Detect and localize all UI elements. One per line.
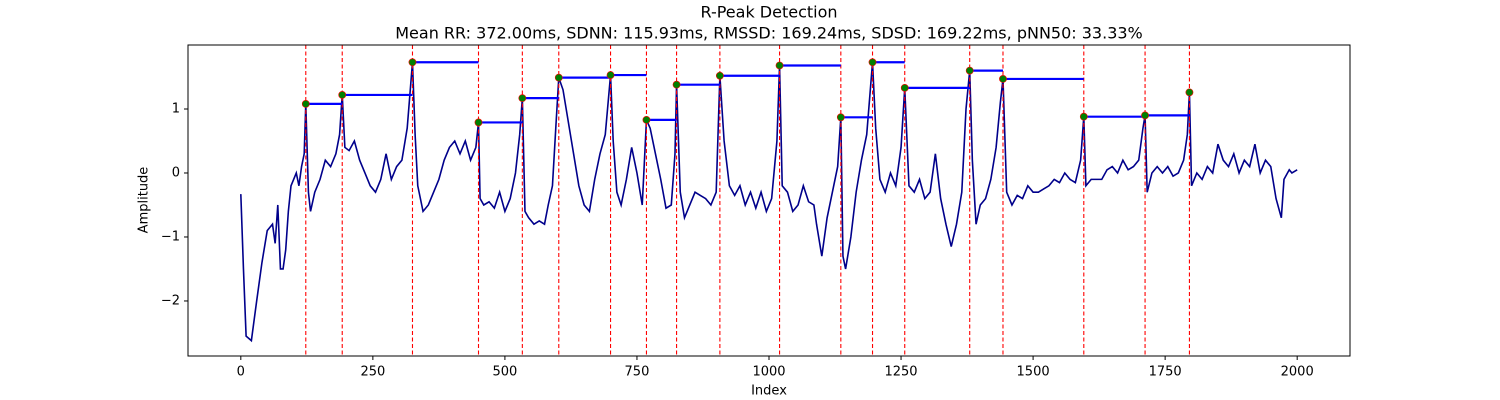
peak-dot	[1185, 88, 1194, 97]
peak-dot	[408, 58, 417, 67]
signal-line	[240, 62, 1298, 343]
peak-dot	[836, 113, 845, 122]
x-tick-label: 0	[237, 365, 245, 380]
y-tick-label: −1	[161, 229, 180, 244]
plot-frame	[187, 44, 1351, 357]
x-tick-label: 1500	[1017, 365, 1050, 380]
peak-dot	[965, 66, 974, 75]
peak-dot	[474, 118, 483, 127]
y-tick-label: 1	[172, 101, 180, 116]
peak-dot	[518, 94, 527, 103]
peak-dot	[868, 58, 877, 67]
peak-dot	[642, 115, 651, 124]
peak-dot	[715, 71, 724, 80]
peak-dot	[338, 91, 347, 99]
peak-dot	[672, 80, 681, 89]
x-tick-label: 1250	[884, 365, 917, 380]
x-tick-label: 2000	[1281, 365, 1314, 380]
y-axis-label: Amplitude	[137, 167, 152, 234]
chart-subtitle: Mean RR: 372.00ms, SDNN: 115.93ms, RMSSD…	[395, 24, 1143, 43]
x-tick-label: 1750	[1149, 365, 1182, 380]
x-tick-label: 500	[492, 365, 517, 380]
peak-dot	[775, 61, 784, 70]
peak-dot	[999, 75, 1007, 83]
peak-dot	[1141, 111, 1149, 120]
peak-dot	[554, 73, 563, 82]
y-tick-label: 0	[172, 165, 180, 180]
x-tick-label: 750	[625, 365, 650, 380]
peak-dot	[301, 99, 310, 108]
x-axis-label: Index	[751, 384, 787, 399]
y-tick-label: −2	[161, 293, 180, 308]
chart-title: R-Peak Detection	[700, 3, 837, 22]
peak-dot	[900, 83, 909, 92]
peak-dot	[1079, 112, 1088, 121]
x-tick-label: 1000	[752, 365, 785, 380]
peak-dot	[606, 71, 615, 79]
x-tick-label: 250	[360, 365, 385, 380]
